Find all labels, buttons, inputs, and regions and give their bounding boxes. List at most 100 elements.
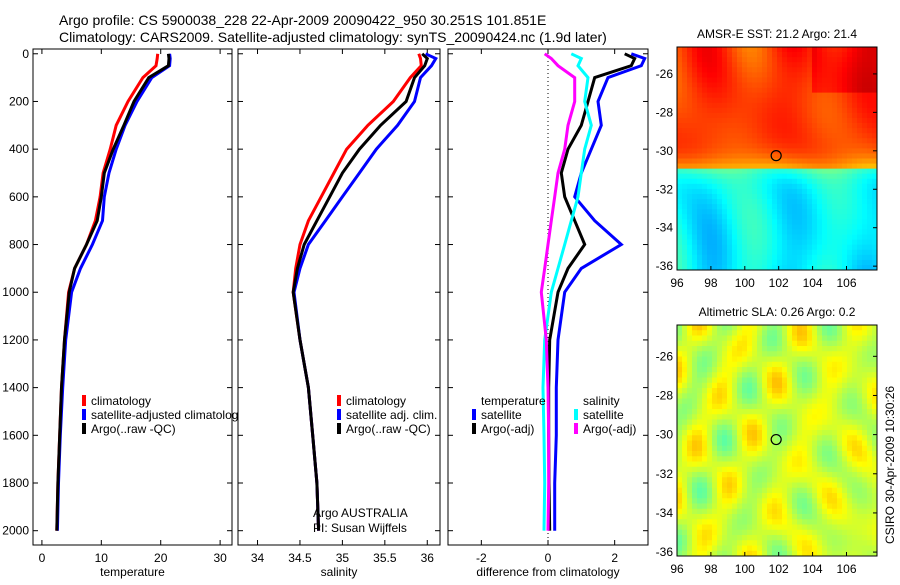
map-cell [752, 209, 758, 215]
map-cell [872, 259, 878, 266]
map-cell [872, 219, 878, 225]
map-cell [857, 514, 863, 520]
map-cell [762, 214, 768, 220]
map-cell [742, 254, 748, 261]
map-cell [742, 183, 748, 190]
map-cell [757, 377, 763, 384]
map-cell [837, 183, 843, 190]
map-cell [717, 482, 723, 489]
map-cell [732, 466, 738, 473]
map-cell [857, 461, 863, 468]
map-cell [837, 466, 843, 473]
map-cell [717, 382, 723, 389]
map-cell [722, 498, 728, 504]
map-cell [812, 351, 818, 357]
map-cell [752, 545, 758, 552]
map-cell [722, 503, 728, 510]
map-cell [847, 193, 853, 200]
map-cell [812, 519, 818, 525]
legend-swatch [472, 409, 476, 420]
map-cell [792, 477, 798, 483]
map-cell [857, 356, 863, 363]
map-cell [782, 173, 788, 180]
map-cell [802, 393, 808, 399]
map-cell [767, 456, 773, 462]
map-cell [837, 244, 843, 251]
x-tick-label: 34 [251, 551, 265, 565]
map-cell [717, 435, 723, 441]
map-cell [762, 487, 768, 494]
map-cell [807, 403, 813, 410]
map-cell [782, 214, 788, 220]
map-cell [692, 178, 698, 185]
map-cell [827, 361, 833, 368]
map-cell [787, 388, 793, 394]
map-cell [827, 335, 833, 342]
map-cell [787, 153, 793, 159]
map-cell [852, 340, 858, 347]
map-cell [857, 367, 863, 373]
map-cell [687, 377, 693, 384]
map-cell [792, 535, 798, 541]
map-cell [837, 388, 843, 394]
map-cell [832, 107, 838, 114]
map-cell [787, 178, 793, 185]
map-cell [702, 409, 708, 415]
map-cell [712, 234, 718, 240]
map-cell [762, 244, 768, 251]
map-cell [732, 456, 738, 462]
map-cell [702, 535, 708, 541]
map-cell [802, 503, 808, 510]
map-cell [807, 92, 813, 99]
map-cell [827, 123, 833, 129]
map-cell [757, 112, 763, 119]
map-cell [687, 498, 693, 504]
map-cell [692, 398, 698, 405]
map-cell [722, 466, 728, 473]
map-cell [737, 77, 743, 83]
map-cell [772, 472, 778, 478]
legend-label: Argo(-adj) [481, 422, 534, 436]
map-cell [787, 259, 793, 266]
map-cell [827, 461, 833, 468]
map-cell [717, 367, 723, 373]
map-cell [682, 87, 688, 94]
map-cell [867, 493, 873, 499]
map-cell [747, 430, 753, 436]
map-cell [682, 367, 688, 373]
map-cell [832, 92, 838, 99]
map-cell [857, 259, 863, 266]
map-cell [817, 330, 823, 336]
map-cell [812, 204, 818, 210]
map-cell [872, 183, 878, 190]
map-cell [832, 204, 838, 210]
map-cell [742, 77, 748, 83]
map-cell [867, 123, 873, 129]
map-cell [717, 535, 723, 541]
map-cell [862, 540, 868, 546]
map-cell [742, 234, 748, 240]
map-cell [862, 356, 868, 363]
map-cell [722, 178, 728, 185]
map-cell [742, 128, 748, 134]
map-cell [862, 466, 868, 473]
map-cell [747, 57, 753, 63]
map-cell [717, 204, 723, 210]
map-cell [707, 356, 713, 363]
map-cell [807, 158, 813, 164]
map-cell [787, 361, 793, 368]
map-cell [852, 367, 858, 373]
map-cell [817, 477, 823, 483]
map-cell [687, 219, 693, 225]
map-cell [712, 388, 718, 394]
map-cell [772, 535, 778, 541]
map-cell [767, 330, 773, 336]
map-cell [802, 199, 808, 205]
map-cell [762, 325, 768, 331]
map-cell [852, 472, 858, 478]
map-cell [797, 52, 803, 58]
map-cell [822, 393, 828, 399]
map-cell [842, 219, 848, 225]
map-cell [697, 466, 703, 473]
map-cell [817, 128, 823, 134]
